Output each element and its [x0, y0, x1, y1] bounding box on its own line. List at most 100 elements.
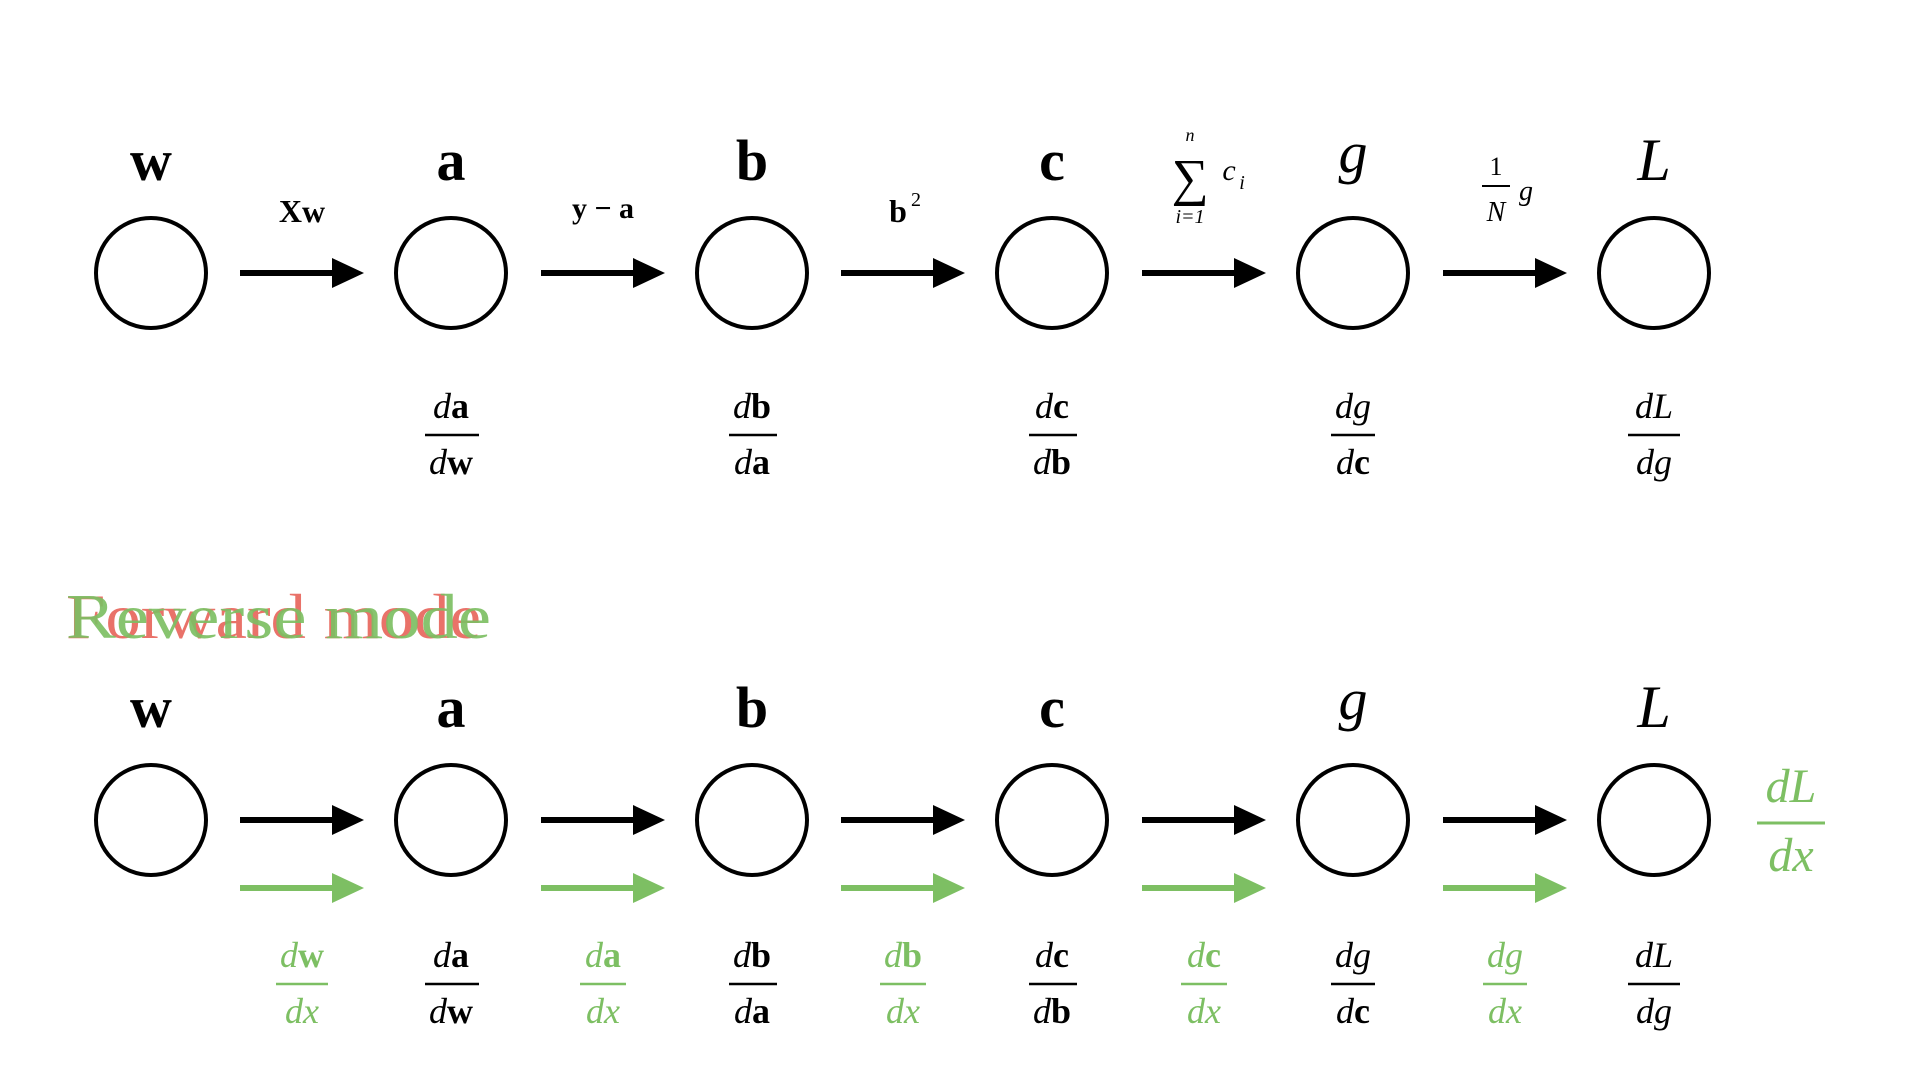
- svg-text:i=1: i=1: [1175, 206, 1204, 228]
- node-circle: [394, 216, 508, 330]
- forward-arrow: [1443, 805, 1567, 835]
- derivative-arrow: [1142, 873, 1266, 903]
- local-derivative: dg dc: [1331, 935, 1375, 1031]
- node-label: w: [130, 675, 172, 740]
- svg-text:dL: dL: [1766, 760, 1817, 813]
- svg-text:dw: dw: [280, 935, 324, 975]
- svg-text:c: c: [1222, 154, 1235, 187]
- node-label: a: [437, 675, 466, 740]
- svg-text:dL: dL: [1635, 386, 1673, 426]
- forward-arrow: [1142, 258, 1266, 288]
- svg-text:db: db: [884, 935, 922, 975]
- svg-text:dw: dw: [429, 442, 473, 482]
- accumulated-derivative: dw dx: [276, 935, 328, 1031]
- local-derivative: dc db: [1029, 386, 1077, 482]
- node-circle: [94, 216, 208, 330]
- svg-text:∑: ∑: [1171, 150, 1208, 207]
- forward-mode-label: Forward mode: [66, 581, 481, 652]
- op-label-subtract: y − a: [572, 192, 634, 225]
- node-label: c: [1039, 128, 1065, 193]
- forward-arrow: [541, 258, 665, 288]
- svg-text:dg: dg: [1335, 935, 1371, 975]
- svg-text:da: da: [585, 935, 621, 975]
- local-derivative: db da: [729, 935, 777, 1031]
- derivative-arrow: [541, 873, 665, 903]
- node-circle: [1296, 763, 1410, 877]
- svg-text:i: i: [1239, 172, 1245, 194]
- svg-text:dx: dx: [886, 991, 920, 1031]
- node-label: c: [1039, 675, 1065, 740]
- node-circle: [94, 763, 208, 877]
- forward-arrow: [240, 805, 364, 835]
- op-label-square: b 2: [889, 189, 921, 229]
- accumulated-derivative: dc dx: [1181, 935, 1227, 1031]
- local-derivative: dc db: [1029, 935, 1077, 1031]
- accumulated-derivative: dg dx: [1483, 935, 1527, 1031]
- node-circle: [695, 763, 809, 877]
- node-label: L: [1636, 674, 1670, 740]
- local-derivative: dg dc: [1331, 386, 1375, 482]
- reverse-mode-label: Reverse mode: [66, 581, 491, 652]
- forward-arrow: [841, 258, 965, 288]
- forward-arrow: [1142, 805, 1266, 835]
- node-circle: [995, 216, 1109, 330]
- svg-text:db: db: [733, 935, 771, 975]
- svg-text:da: da: [433, 386, 469, 426]
- svg-text:dc: dc: [1035, 386, 1069, 426]
- node-circle: [1597, 216, 1711, 330]
- node-label: g: [1339, 120, 1368, 185]
- svg-text:dc: dc: [1035, 935, 1069, 975]
- local-derivative: dL dg: [1628, 386, 1680, 482]
- svg-text:2: 2: [911, 189, 921, 211]
- svg-text:dg: dg: [1335, 386, 1371, 426]
- svg-text:db: db: [733, 386, 771, 426]
- accumulated-derivative: db dx: [880, 935, 926, 1031]
- local-derivative: da dw: [425, 386, 479, 482]
- forward-arrow: [841, 805, 965, 835]
- svg-text:dx: dx: [285, 991, 319, 1031]
- node-label: a: [437, 128, 466, 193]
- svg-text:dx: dx: [1488, 991, 1522, 1031]
- svg-text:dg: dg: [1636, 442, 1672, 482]
- forward-arrow: [240, 258, 364, 288]
- svg-text:dx: dx: [1768, 829, 1813, 882]
- derivative-arrow: [841, 873, 965, 903]
- svg-text:da: da: [734, 991, 770, 1031]
- svg-text:dx: dx: [1187, 991, 1221, 1031]
- node-label: L: [1636, 127, 1670, 193]
- svg-text:da: da: [734, 442, 770, 482]
- svg-text:1: 1: [1490, 152, 1503, 181]
- svg-text:dc: dc: [1336, 991, 1370, 1031]
- forward-arrow: [541, 805, 665, 835]
- op-label-matmul: Xw: [279, 193, 325, 229]
- svg-text:dg: dg: [1636, 991, 1672, 1031]
- svg-text:dc: dc: [1187, 935, 1221, 975]
- forward-arrow: [1443, 258, 1567, 288]
- accumulated-derivative: da dx: [580, 935, 626, 1031]
- top-row: w a b c g L Xw y − a b 2 n ∑ i=1 c i: [94, 120, 1711, 482]
- svg-text:db: db: [1033, 442, 1071, 482]
- op-label-mean: 1 N g: [1482, 152, 1533, 228]
- node-circle: [695, 216, 809, 330]
- node-label: w: [130, 128, 172, 193]
- svg-text:db: db: [1033, 991, 1071, 1031]
- mode-labels: Forward mode Reverse mode: [66, 581, 491, 652]
- local-derivative: dL dg: [1628, 935, 1680, 1031]
- node-circle: [1597, 763, 1711, 877]
- svg-text:da: da: [433, 935, 469, 975]
- svg-text:n: n: [1186, 125, 1195, 145]
- final-derivative: dL dx: [1757, 760, 1825, 882]
- svg-text:g: g: [1519, 176, 1533, 207]
- node-circle: [1296, 216, 1410, 330]
- svg-text:N: N: [1486, 197, 1507, 228]
- node-circle: [394, 763, 508, 877]
- svg-text:dL: dL: [1635, 935, 1673, 975]
- op-label-sum: n ∑ i=1 c i: [1171, 125, 1244, 228]
- bottom-row: w a b c g L dw dx da dx: [94, 667, 1825, 1031]
- derivative-arrow: [1443, 873, 1567, 903]
- svg-text:b: b: [889, 193, 907, 229]
- node-label: b: [736, 675, 768, 740]
- derivative-arrow: [240, 873, 364, 903]
- svg-text:dw: dw: [429, 991, 473, 1031]
